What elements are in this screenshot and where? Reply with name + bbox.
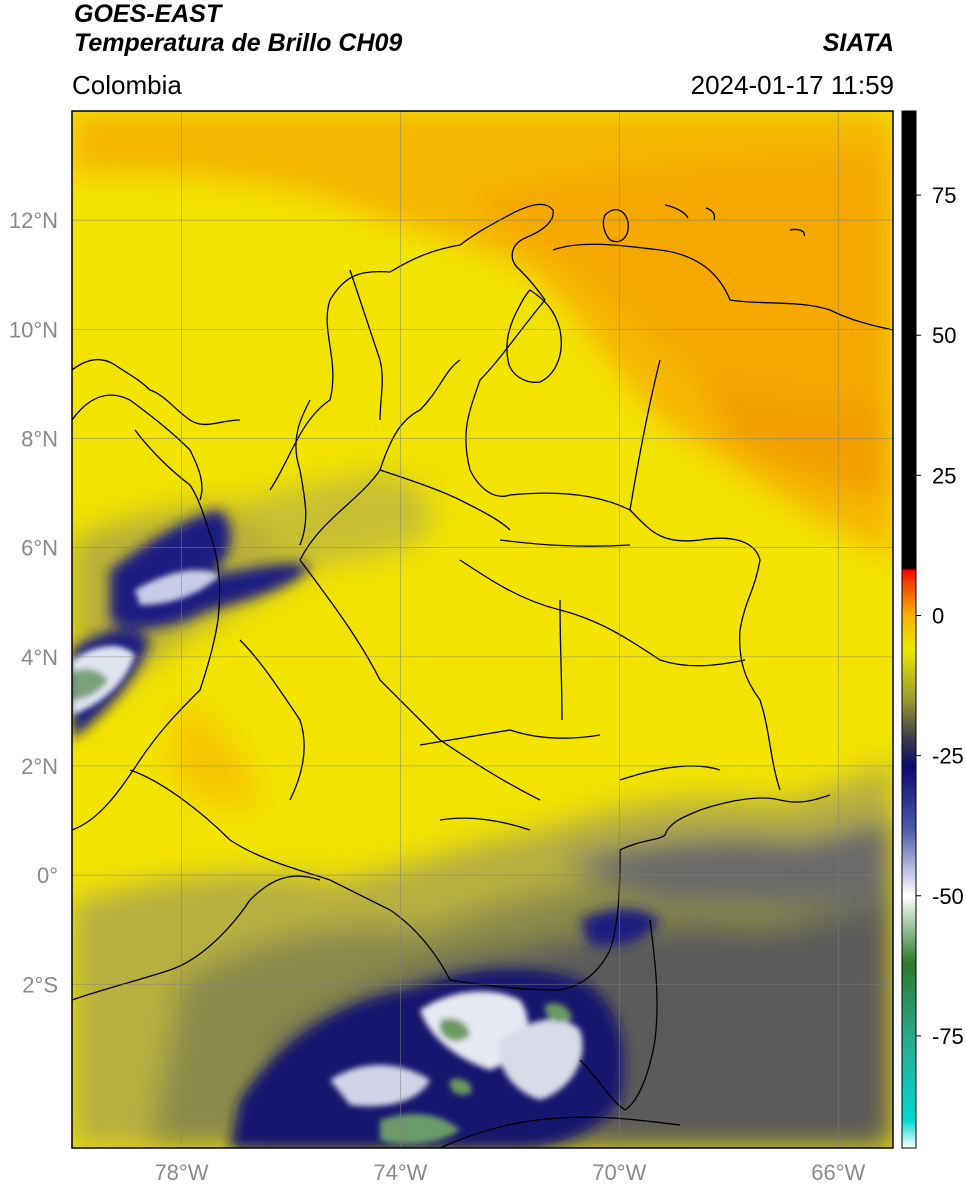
colorbar-tick-label: -25 (932, 744, 964, 769)
latitude-tick-labels: 12°N 10°N 8°N 6°N 4°N 2°N 0° 2°S (9, 208, 58, 997)
dept-line-11 (619, 765, 721, 781)
datetime-label: 2024-01-17 11:59 (690, 70, 894, 100)
dept-line-6 (459, 559, 746, 667)
colorbar-tick-label: -50 (932, 884, 964, 909)
venezuela-inner-1 (629, 359, 661, 511)
colorbar: 75 50 25 0 -25 -50 -75 (901, 110, 964, 1149)
dept-line-7 (499, 539, 631, 547)
satellite-title: GOES-EAST (74, 0, 222, 28)
colorbar-tick-label: -75 (932, 1024, 964, 1049)
lat-tick-label: 0° (37, 863, 58, 888)
colombia-coastline-caribbean (269, 203, 554, 491)
peru-ecuador-border (72, 875, 321, 1001)
lon-tick-label: 66°W (811, 1160, 865, 1185)
map-frame (71, 110, 894, 1149)
panama-coast (72, 358, 241, 426)
lat-tick-label: 10°N (9, 317, 58, 342)
lon-tick-label: 74°W (373, 1160, 427, 1185)
panama-south-coast (72, 394, 203, 501)
dept-line-4 (419, 729, 601, 746)
brazil-border (619, 794, 831, 851)
dept-line-1 (299, 359, 461, 561)
colorbar-gradient (902, 111, 916, 1148)
colombia-ecuador-peru-border (129, 769, 621, 991)
satellite-image (72, 111, 893, 1148)
dept-line-2 (299, 559, 541, 801)
dept-line-5 (559, 599, 563, 721)
lat-tick-label: 4°N (21, 645, 58, 670)
lon-tick-label: 78°W (154, 1160, 208, 1185)
colorbar-tick-label: 50 (932, 323, 956, 348)
lat-lon-grid (72, 111, 893, 1148)
lat-tick-label: 8°N (21, 426, 58, 451)
lat-tick-label: 2°S (22, 972, 58, 997)
dept-line-8 (295, 399, 311, 546)
dept-line-9 (239, 639, 305, 801)
venezuela-coast (552, 243, 893, 331)
colorbar-tick-label: 0 (932, 603, 944, 628)
colombia-venezuela-border (465, 299, 781, 791)
islands (602, 204, 806, 243)
dept-line-3 (379, 469, 511, 531)
lat-tick-label: 6°N (21, 536, 58, 561)
dept-line-12 (439, 817, 531, 831)
agency-label: SIATA (822, 29, 894, 57)
dept-line-10 (349, 269, 383, 421)
colorbar-frame (901, 110, 917, 1149)
lat-tick-label: 2°N (21, 754, 58, 779)
product-title: Temperatura de Brillo CH09 (74, 29, 403, 57)
colorbar-tick-label: 75 (932, 183, 956, 208)
peru-brazil-border (579, 919, 658, 1111)
lon-tick-label: 70°W (592, 1160, 646, 1185)
region-label: Colombia (72, 70, 182, 100)
pacific-coast (72, 429, 221, 831)
colorbar-tick-label: 25 (932, 463, 956, 488)
political-borders (72, 203, 893, 1148)
lat-tick-label: 12°N (9, 208, 58, 233)
maracaibo-lake (506, 289, 562, 383)
longitude-tick-labels: 78°W 74°W 70°W 66°W (154, 1160, 865, 1185)
amazon-river (439, 1116, 681, 1148)
